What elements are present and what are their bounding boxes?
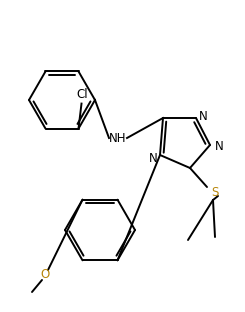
Text: N: N — [215, 139, 223, 153]
Text: S: S — [211, 186, 219, 198]
Text: NH: NH — [109, 131, 127, 144]
Text: N: N — [149, 152, 157, 164]
Text: O: O — [40, 269, 50, 281]
Text: N: N — [199, 110, 207, 123]
Text: Cl: Cl — [77, 88, 88, 101]
